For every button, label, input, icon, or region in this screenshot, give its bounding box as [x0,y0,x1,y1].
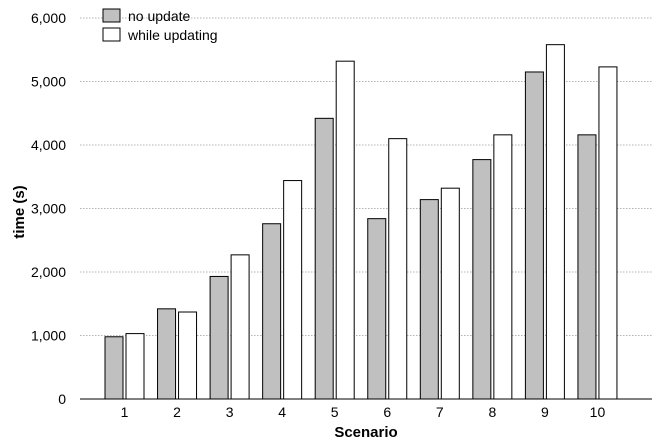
y-tick-labels: 0 1,000 2,000 3,000 4,000 5,000 6,000 [31,10,66,407]
x-tick-label: 10 [590,404,606,420]
bar-while-updating [388,138,408,400]
y-tick-label: 1,000 [31,328,66,344]
y-tick-label: 5,000 [31,74,66,90]
x-tick-label: 3 [226,404,234,420]
gridlines [80,17,652,336]
bar-no-update [209,275,229,400]
bar-no-update [577,134,597,400]
x-tick-label: 8 [488,404,496,420]
bar-no-update [157,308,177,400]
bar-while-updating [335,60,355,400]
x-tick-label: 6 [383,404,391,420]
x-axis-title: Scenario [334,424,397,439]
y-tick-label: 6,000 [31,10,66,26]
bar-no-update [367,218,387,400]
legend: no update while updating [102,8,218,43]
bar-while-updating [283,180,303,400]
x-tick-label: 4 [278,404,286,420]
y-tick-label: 2,000 [31,264,66,280]
bar-no-update [524,71,544,400]
y-tick-label: 4,000 [31,137,66,153]
bar-while-updating [545,44,565,400]
y-axis-title: time (s) [11,185,28,238]
y-tick-label: 3,000 [31,201,66,217]
bar-while-updating [598,66,618,400]
x-tick-label: 2 [173,404,181,420]
bar-while-updating [230,254,250,400]
legend-swatch [102,27,121,42]
bar-no-update [104,336,124,400]
x-tick-label: 1 [121,404,129,420]
bar-while-updating [125,333,145,400]
x-tick-label: 7 [436,404,444,420]
bar-no-update [314,117,334,400]
bar-no-update [419,199,439,400]
bar-while-updating [493,134,513,400]
legend-label: no update [128,8,190,24]
bar-while-updating [178,311,198,400]
x-tick-label: 5 [331,404,339,420]
x-tick-labels: 1 2 3 4 5 6 7 8 9 10 [121,404,606,420]
bar-while-updating [440,187,460,400]
bar-no-update [262,223,282,400]
bar-no-update [472,159,492,400]
bars [104,44,618,400]
y-tick-label: 0 [58,391,66,407]
legend-swatch [102,8,121,23]
legend-label: while updating [127,27,218,43]
x-tick-label: 9 [541,404,549,420]
